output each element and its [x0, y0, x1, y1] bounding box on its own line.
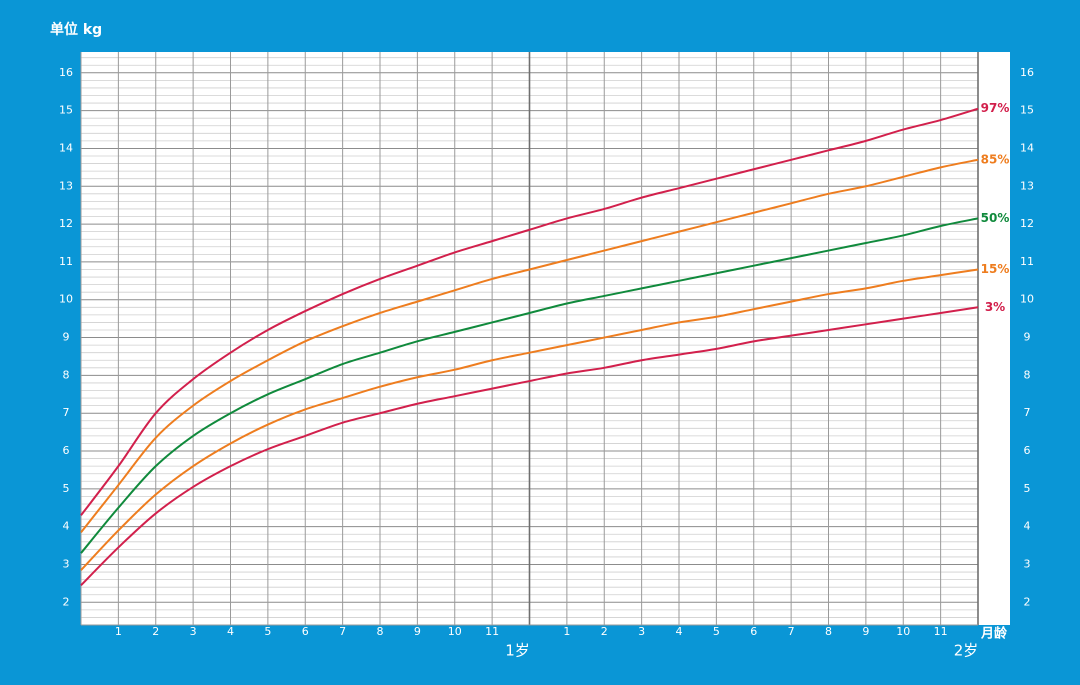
- y-tick-label: 7: [63, 406, 70, 419]
- y2-tick-label: 6: [1024, 444, 1031, 457]
- y-tick-label: 11: [59, 255, 73, 268]
- y2-tick-label: 12: [1020, 217, 1034, 230]
- y-tick-label: 5: [63, 482, 70, 495]
- x-tick-label: 3: [190, 625, 197, 638]
- x-tick-label: 10: [448, 625, 462, 638]
- y2-tick-label: 4: [1024, 520, 1031, 533]
- percentile-line: [80, 107, 979, 516]
- x-tick-label: 9: [862, 625, 869, 638]
- x-tick-label: 2: [601, 625, 608, 638]
- x-tick-label: 3: [638, 625, 645, 638]
- x-tick-label: 5: [264, 625, 271, 638]
- x-tick-label: 8: [377, 625, 384, 638]
- series-label: 15%: [981, 262, 1010, 276]
- x-tick-label: 5: [713, 625, 720, 638]
- x-tick-label: 10: [896, 625, 910, 638]
- series-label: 85%: [981, 152, 1010, 166]
- y2-tick-label: 3: [1024, 557, 1031, 570]
- percentile-line: [80, 306, 979, 586]
- y-tick-label: 14: [59, 141, 73, 154]
- y-tick-label: 2: [63, 595, 70, 608]
- y2-tick-label: 14: [1020, 141, 1034, 154]
- y2-tick-label: 8: [1024, 368, 1031, 381]
- x-tick-label: 6: [302, 625, 309, 638]
- percentile-line: [80, 268, 979, 571]
- series-label: 50%: [981, 211, 1010, 225]
- y-tick-label: 10: [59, 293, 73, 306]
- x-tick-label: 7: [788, 625, 795, 638]
- series-label: 97%: [981, 101, 1010, 115]
- x-tick-label: 4: [676, 625, 683, 638]
- y2-tick-label: 5: [1024, 482, 1031, 495]
- y-tick-label: 3: [63, 557, 70, 570]
- y2-tick-label: 13: [1020, 179, 1034, 192]
- y2-tick-label: 11: [1020, 255, 1034, 268]
- x-tick-label: 8: [825, 625, 832, 638]
- y2-tick-label: 9: [1024, 331, 1031, 344]
- y2-tick-label: 15: [1020, 104, 1034, 117]
- y-tick-label: 4: [63, 520, 70, 533]
- y-axis-label: 单位 kg: [50, 21, 102, 38]
- y2-tick-label: 2: [1024, 595, 1031, 608]
- x-tick-label: 2: [152, 625, 159, 638]
- y-tick-label: 9: [63, 331, 70, 344]
- year-tick-label: 2岁: [954, 642, 979, 660]
- y2-tick-label: 7: [1024, 406, 1031, 419]
- y-tick-label: 8: [63, 368, 70, 381]
- y-tick-label: 16: [59, 66, 73, 79]
- y2-tick-label: 10: [1020, 293, 1034, 306]
- plot-area: [81, 52, 1010, 625]
- x-tick-label: 1: [115, 625, 122, 638]
- y2-tick-label: 16: [1020, 66, 1034, 79]
- series-label: 3%: [985, 300, 1005, 314]
- x-tick-label: 9: [414, 625, 421, 638]
- x-axis-label: 月龄: [980, 626, 1008, 642]
- x-tick-label: 1: [563, 625, 570, 638]
- percentile-line: [80, 158, 979, 533]
- y-tick-label: 6: [63, 444, 70, 457]
- x-tick-label: 4: [227, 625, 234, 638]
- y-tick-label: 13: [59, 179, 73, 192]
- year-tick-label: 1岁: [505, 642, 530, 660]
- x-tick-label: 7: [339, 625, 346, 638]
- x-tick-label: 6: [750, 625, 757, 638]
- percentile-line: [80, 217, 979, 554]
- y-tick-label: 12: [59, 217, 73, 230]
- y-tick-label: 15: [59, 104, 73, 117]
- x-tick-label: 11: [934, 625, 948, 638]
- x-tick-label: 11: [485, 625, 499, 638]
